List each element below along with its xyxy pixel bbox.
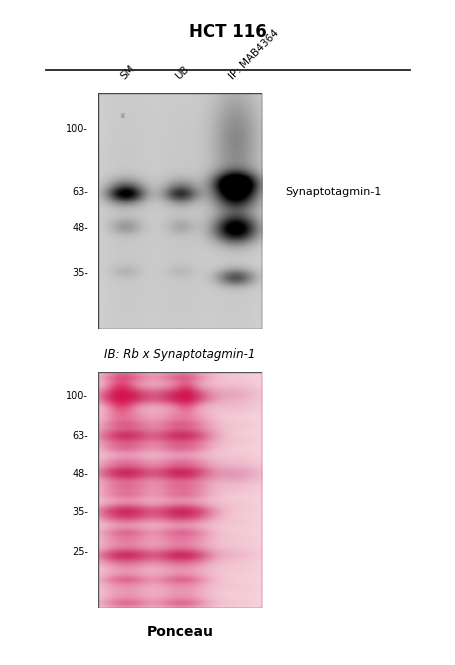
Text: 25-: 25- <box>72 547 88 557</box>
Text: UB: UB <box>172 64 190 81</box>
Text: 100-: 100- <box>66 391 88 401</box>
Text: 35-: 35- <box>72 267 88 277</box>
Text: SM: SM <box>118 63 136 81</box>
Text: 63-: 63- <box>72 431 88 441</box>
Text: Ponceau: Ponceau <box>147 625 213 639</box>
Text: 63-: 63- <box>72 188 88 198</box>
Text: 48-: 48- <box>72 223 88 233</box>
Text: 100-: 100- <box>66 124 88 134</box>
Text: IB: Rb x Synaptotagmin-1: IB: Rb x Synaptotagmin-1 <box>104 348 255 361</box>
Text: 35-: 35- <box>72 507 88 517</box>
Text: HCT 116: HCT 116 <box>189 23 266 41</box>
Text: IP: MAB4364: IP: MAB4364 <box>227 28 281 81</box>
Text: Synaptotagmin-1: Synaptotagmin-1 <box>284 188 381 198</box>
Text: 48-: 48- <box>72 469 88 479</box>
